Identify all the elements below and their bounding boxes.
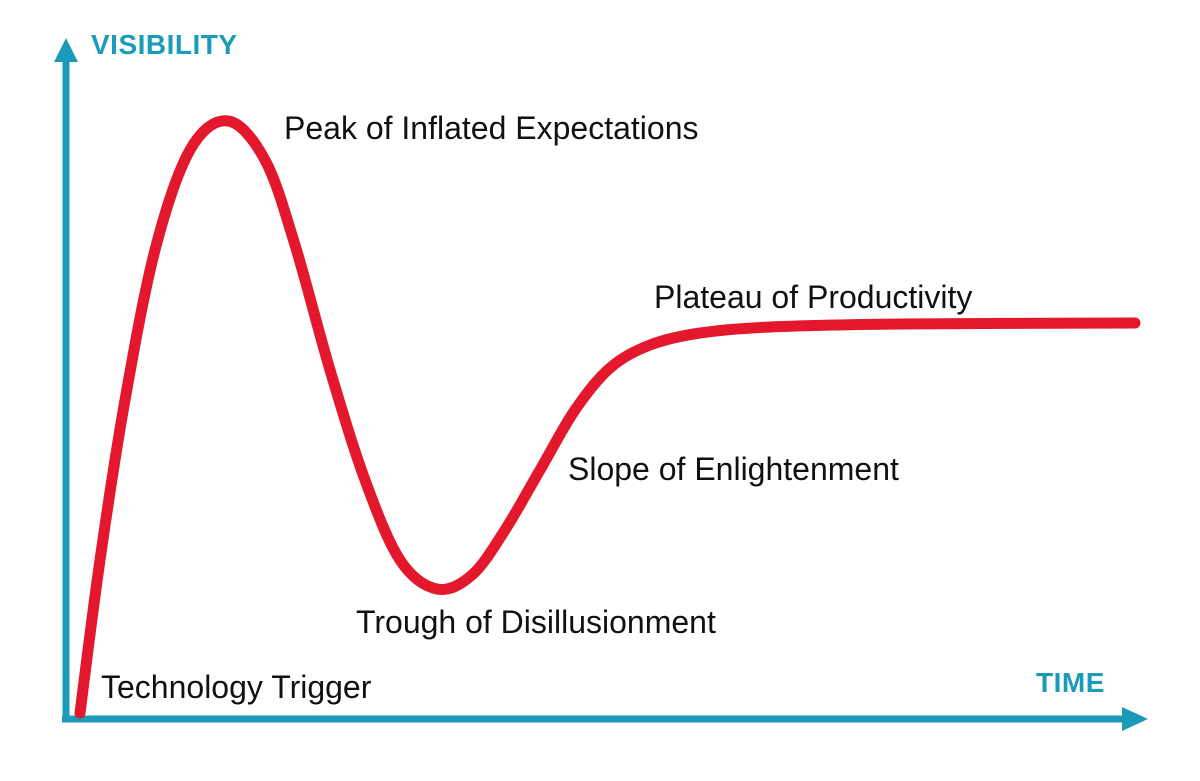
label-plateau-of-productivity: Plateau of Productivity xyxy=(654,279,973,315)
label-peak-of-inflated-expectations: Peak of Inflated Expectations xyxy=(284,110,699,146)
label-slope-of-enlightenment: Slope of Enlightenment xyxy=(568,451,899,487)
x-axis-label: TIME xyxy=(1036,667,1105,698)
y-axis-label: VISIBILITY xyxy=(91,29,238,60)
label-technology-trigger: Technology Trigger xyxy=(101,669,372,705)
y-axis-arrow-icon xyxy=(54,38,78,62)
x-axis-arrow-icon xyxy=(1122,707,1148,731)
hype-curve-path xyxy=(74,115,1141,719)
label-trough-of-disillusionment: Trough of Disillusionment xyxy=(356,604,716,640)
